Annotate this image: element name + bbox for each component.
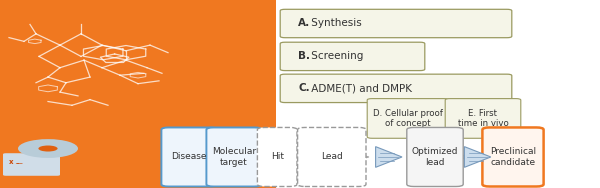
FancyBboxPatch shape bbox=[0, 0, 276, 188]
FancyBboxPatch shape bbox=[161, 127, 217, 186]
FancyBboxPatch shape bbox=[298, 127, 366, 186]
Text: ───: ─── bbox=[15, 162, 23, 166]
Text: D. Cellular proof
of concept: D. Cellular proof of concept bbox=[373, 109, 443, 128]
FancyBboxPatch shape bbox=[280, 74, 512, 103]
Text: ADME(T) and DMPK: ADME(T) and DMPK bbox=[308, 83, 412, 93]
FancyBboxPatch shape bbox=[367, 99, 449, 138]
Text: Molecular
target: Molecular target bbox=[212, 147, 256, 167]
FancyBboxPatch shape bbox=[482, 127, 544, 186]
Text: Screening: Screening bbox=[308, 51, 363, 61]
Circle shape bbox=[38, 146, 58, 152]
Text: E. First
time in vivo: E. First time in vivo bbox=[458, 109, 508, 128]
Circle shape bbox=[18, 139, 78, 158]
FancyBboxPatch shape bbox=[280, 9, 512, 38]
FancyBboxPatch shape bbox=[3, 153, 60, 176]
Text: x: x bbox=[8, 159, 13, 165]
Text: Synthesis: Synthesis bbox=[308, 18, 361, 29]
FancyBboxPatch shape bbox=[445, 99, 521, 138]
Text: Optimized
lead: Optimized lead bbox=[412, 147, 458, 167]
Text: A.: A. bbox=[298, 18, 310, 29]
Text: Preclinical
candidate: Preclinical candidate bbox=[490, 147, 536, 167]
FancyBboxPatch shape bbox=[280, 42, 425, 71]
Text: C.: C. bbox=[298, 83, 310, 93]
Text: B.: B. bbox=[298, 51, 310, 61]
FancyBboxPatch shape bbox=[257, 127, 297, 186]
Text: Hit: Hit bbox=[271, 152, 284, 161]
Polygon shape bbox=[459, 154, 486, 160]
Text: Lead: Lead bbox=[321, 152, 343, 161]
Polygon shape bbox=[290, 154, 300, 160]
Polygon shape bbox=[376, 147, 402, 167]
Text: Disease: Disease bbox=[171, 152, 207, 161]
Polygon shape bbox=[254, 154, 264, 160]
FancyBboxPatch shape bbox=[407, 127, 463, 186]
FancyBboxPatch shape bbox=[206, 127, 262, 186]
Polygon shape bbox=[359, 154, 369, 160]
Polygon shape bbox=[464, 147, 491, 167]
